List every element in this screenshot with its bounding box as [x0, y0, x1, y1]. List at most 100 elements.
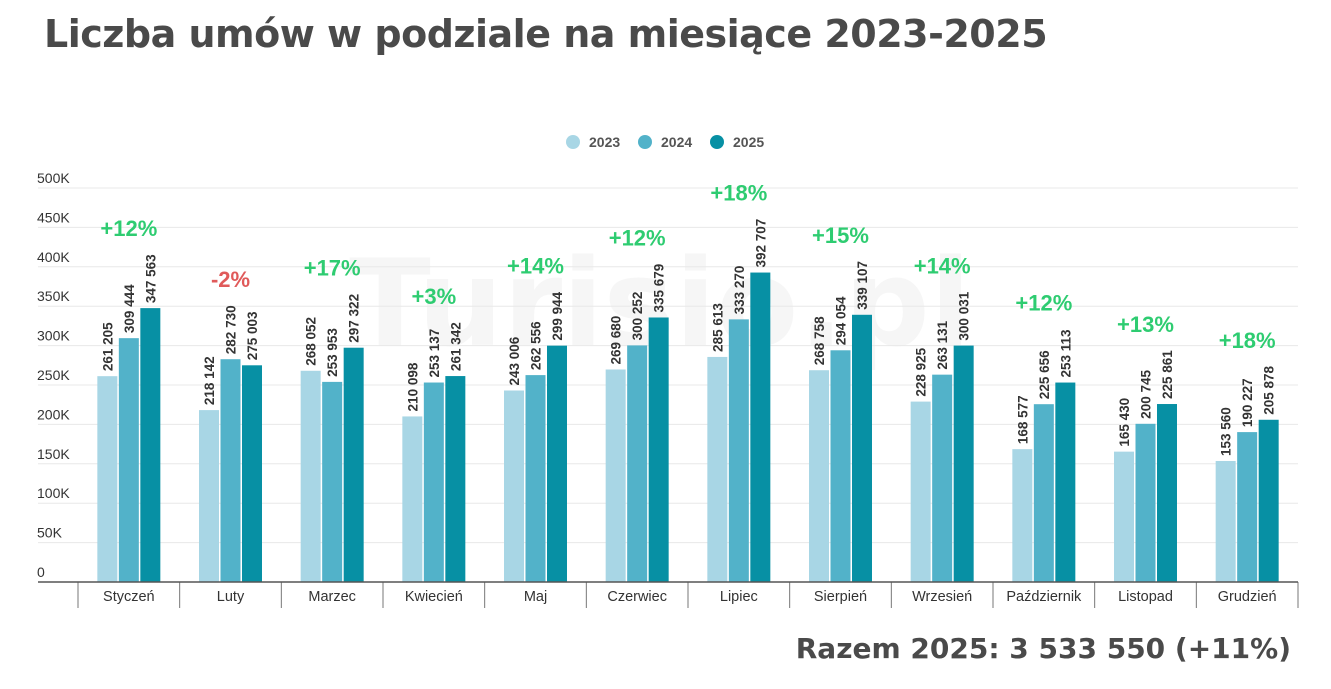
value-label-2025-Październik: 253 113 [1058, 329, 1073, 378]
bar-2024-Marzec [322, 381, 343, 582]
bar-2023-Maj [504, 390, 524, 582]
value-label-2023-Kwiecień: 210 098 [405, 362, 420, 411]
legend-label-2023: 2023 [589, 134, 620, 150]
value-label-2025-Maj: 299 944 [550, 291, 565, 340]
bar-2024-Sierpień [830, 350, 851, 582]
change-annotation-Marzec: +17% [304, 256, 361, 281]
value-label-2024-Styczeń: 309 444 [122, 284, 137, 333]
bar-2024-Luty [220, 359, 241, 582]
value-label-2024-Listopad: 200 745 [1139, 370, 1154, 419]
value-label-2025-Lipiec: 392 707 [753, 219, 768, 268]
legend-swatch-2024 [638, 135, 652, 149]
bar-2023-Luty [199, 410, 219, 582]
value-label-2024-Marzec: 253 953 [325, 328, 340, 377]
change-annotation-Sierpień: +15% [812, 223, 869, 248]
change-annotation-Kwiecień: +3% [412, 284, 457, 309]
y-tick-label: 300K [37, 328, 70, 344]
bar-2023-Październik [1012, 449, 1033, 582]
x-tick-label: Maj [524, 589, 547, 605]
bar-2025-Listopad [1157, 404, 1177, 582]
value-label-2023-Maj: 243 006 [507, 336, 522, 385]
value-label-2024-Luty: 282 730 [224, 305, 239, 354]
bar-2024-Styczeń [118, 338, 139, 582]
bar-2024-Grudzień [1237, 432, 1258, 582]
value-label-2023-Lipiec: 285 613 [710, 303, 725, 352]
value-label-2024-Październik: 225 656 [1037, 350, 1052, 399]
bar-2023-Lipiec [707, 356, 728, 582]
bar-2024-Październik [1033, 404, 1054, 582]
change-annotation-Lipiec: +18% [710, 181, 767, 206]
bar-2024-Czerwiec [627, 345, 648, 582]
change-annotation-Grudzień: +18% [1219, 328, 1276, 353]
x-tick-label: Listopad [1118, 589, 1173, 605]
value-label-2025-Luty: 275 003 [245, 311, 260, 360]
bar-2025-Styczeń [140, 308, 161, 582]
bar-2025-Lipiec [750, 272, 771, 582]
value-label-2024-Kwiecień: 253 137 [427, 329, 442, 378]
x-tick-label: Kwiecień [405, 589, 463, 605]
x-tick-label: Marzec [308, 589, 356, 605]
y-tick-label: 0 [37, 564, 45, 580]
y-tick-label: 100K [37, 485, 70, 501]
x-tick-label: Sierpień [814, 589, 867, 605]
y-tick-label: 150K [37, 446, 70, 462]
value-label-2025-Czerwiec: 335 679 [652, 264, 667, 313]
value-label-2025-Grudzień: 205 878 [1262, 365, 1277, 414]
change-annotation-Wrzesień: +14% [914, 254, 971, 279]
bar-2023-Czerwiec [605, 369, 626, 582]
value-label-2025-Styczeń: 347 563 [143, 254, 158, 303]
x-tick-label: Lipiec [720, 589, 758, 605]
bar-2025-Grudzień [1258, 419, 1279, 582]
value-label-2023-Marzec: 268 052 [304, 317, 319, 366]
total-summary: Razem 2025: 3 533 550 (+11%) [795, 632, 1291, 665]
value-label-2024-Grudzień: 190 227 [1240, 378, 1255, 427]
y-tick-label: 250K [37, 367, 70, 383]
bar-2024-Lipiec [728, 319, 749, 582]
bar-2025-Wrzesień [953, 345, 974, 582]
bar-2023-Kwiecień [402, 416, 423, 582]
y-tick-label: 50K [37, 525, 63, 541]
value-label-2025-Wrzesień: 300 031 [957, 291, 972, 340]
value-label-2024-Sierpień: 294 054 [834, 296, 849, 345]
y-tick-label: 500K [37, 170, 70, 186]
change-annotation-Czerwiec: +12% [609, 225, 666, 250]
bar-2024-Maj [525, 375, 546, 582]
bar-2025-Maj [547, 345, 567, 582]
value-label-2023-Styczeń: 261 205 [100, 322, 115, 371]
bar-2025-Kwiecień [445, 376, 466, 582]
y-tick-label: 200K [37, 406, 70, 422]
value-label-2025-Marzec: 297 322 [347, 294, 362, 343]
value-label-2023-Wrzesień: 228 925 [914, 347, 929, 396]
legend-swatch-2023 [566, 135, 580, 149]
change-annotation-Listopad: +13% [1117, 312, 1174, 337]
bar-2023-Sierpień [809, 370, 829, 582]
value-label-2024-Maj: 262 556 [529, 321, 544, 370]
value-label-2023-Październik: 168 577 [1015, 395, 1030, 444]
legend-label-2024: 2024 [661, 134, 692, 150]
bar-2023-Styczeń [97, 376, 118, 582]
value-label-2023-Grudzień: 153 560 [1219, 407, 1234, 456]
change-annotation-Styczeń: +12% [100, 216, 157, 241]
bar-2023-Wrzesień [910, 401, 931, 582]
value-label-2023-Czerwiec: 269 680 [609, 316, 624, 365]
change-annotation-Luty: -2% [211, 267, 250, 292]
y-tick-label: 400K [37, 249, 70, 265]
bar-2025-Marzec [343, 347, 364, 582]
x-tick-label: Luty [217, 589, 245, 605]
bar-2025-Sierpień [852, 314, 872, 582]
value-label-2024-Wrzesień: 263 131 [935, 320, 950, 369]
bar-2025-Październik [1055, 382, 1076, 582]
y-tick-label: 450K [37, 209, 70, 225]
value-label-2025-Kwiecień: 261 342 [448, 322, 463, 371]
legend-swatch-2025 [710, 135, 724, 149]
chart-title: Liczba umów w podziale na miesiące 2023-… [44, 12, 1048, 56]
bar-2024-Wrzesień [932, 374, 953, 582]
change-annotation-Maj: +14% [507, 254, 564, 279]
change-annotation-Październik: +12% [1015, 291, 1072, 316]
bar-2024-Kwiecień [423, 382, 444, 582]
value-label-2025-Sierpień: 339 107 [855, 261, 870, 310]
bar-2023-Marzec [300, 370, 321, 582]
value-label-2024-Czerwiec: 300 252 [630, 292, 645, 341]
value-label-2025-Listopad: 225 861 [1160, 350, 1175, 399]
